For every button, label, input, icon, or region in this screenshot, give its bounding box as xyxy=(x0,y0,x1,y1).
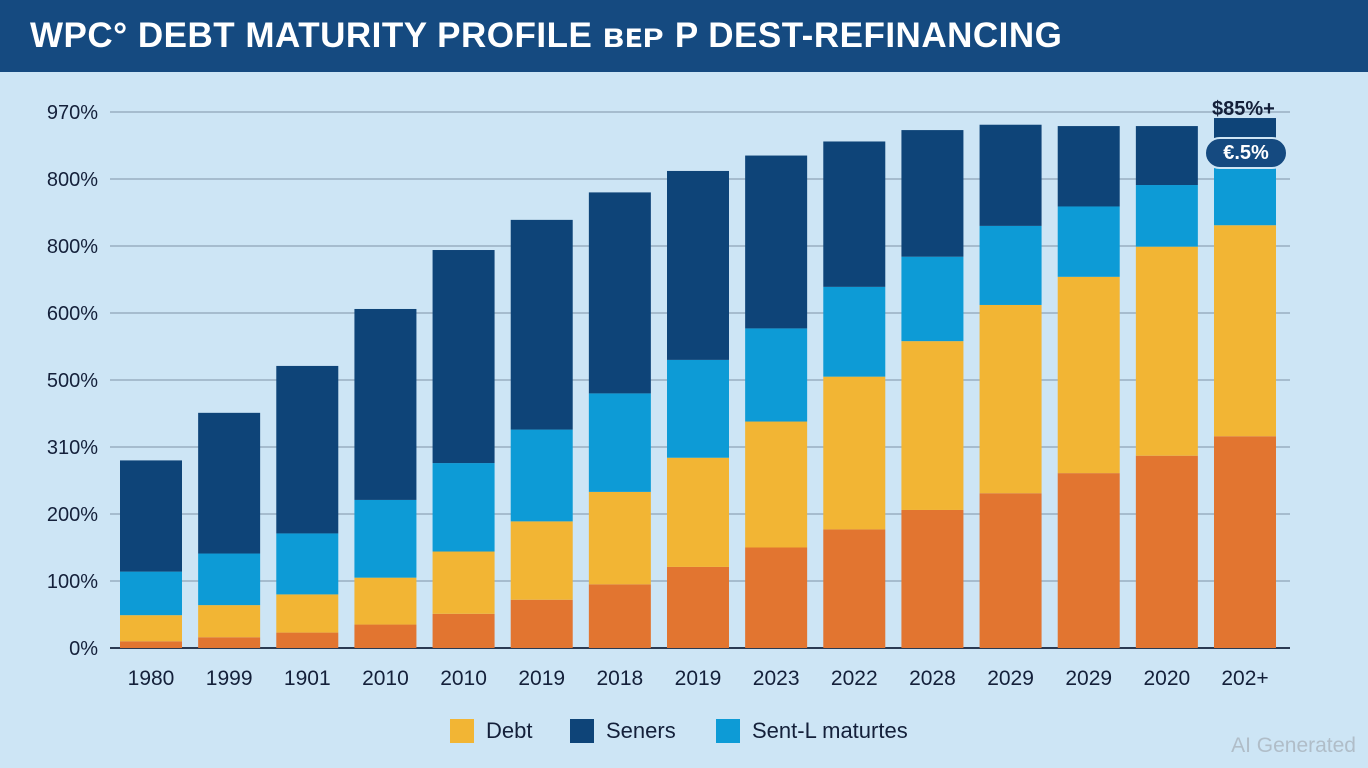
y-tick-label: 310% xyxy=(47,437,98,459)
bar-segment-sent-l-maturtes xyxy=(120,571,182,616)
bar-segment-orange xyxy=(1057,473,1120,648)
bar-segment-seners xyxy=(667,170,729,360)
y-tick-label: 800% xyxy=(47,169,98,191)
x-tick-label: 2020 xyxy=(1143,667,1190,690)
bar-segment-seners xyxy=(120,460,182,572)
bar-segment-debt xyxy=(1135,246,1198,456)
y-tick-label: 970% xyxy=(47,102,98,124)
x-tick-label: 2029 xyxy=(987,667,1034,690)
bar-segment-debt xyxy=(354,577,417,625)
legend-swatch-seners xyxy=(570,719,594,743)
legend-label-sent-maturtes: Sent-L maturtes xyxy=(752,718,908,743)
x-tick-label: 2018 xyxy=(596,667,643,690)
bar-segment-orange xyxy=(1135,455,1198,648)
bar-segment-sent-l-maturtes xyxy=(1135,185,1198,247)
bar-segment-sent-l-maturtes xyxy=(1057,206,1120,277)
x-tick-label: 1999 xyxy=(206,667,253,690)
y-tick-label: 100% xyxy=(47,571,98,593)
bar-segment-sent-l-maturtes xyxy=(432,463,495,552)
bar-segment-seners xyxy=(901,130,964,257)
bar-segment-debt xyxy=(745,421,808,548)
bar-segment-sent-l-maturtes xyxy=(198,553,261,606)
bar-segment-debt xyxy=(1214,225,1276,437)
bar-segment-debt xyxy=(510,521,573,600)
bar-segment-sent-l-maturtes xyxy=(276,533,339,595)
x-tick-label: 1901 xyxy=(284,667,331,690)
bar-segment-debt xyxy=(901,341,964,510)
bar-segment-orange xyxy=(510,599,573,648)
bar-segment-orange xyxy=(120,641,182,648)
x-tick-label: 2023 xyxy=(753,667,800,690)
legend-label-seners: Seners xyxy=(606,718,676,743)
x-tick-label: 1980 xyxy=(128,667,175,690)
bar-segment-sent-l-maturtes xyxy=(667,359,729,458)
bar-segment-orange xyxy=(588,584,651,648)
legend-label-debt: Debt xyxy=(486,718,533,743)
bar-segment-orange xyxy=(276,632,339,648)
y-tick-label: 500% xyxy=(47,370,98,392)
bar-segment-seners xyxy=(432,250,495,464)
x-tick-label: 2010 xyxy=(362,667,409,690)
bar-segment-seners xyxy=(979,124,1042,226)
bar-segment-debt xyxy=(823,376,886,530)
x-tick-label: 2010 xyxy=(440,667,487,690)
bar-segment-seners xyxy=(354,308,417,500)
ai-generated-watermark: AI Generated xyxy=(1231,734,1356,757)
annotation-top-label: $85%+ xyxy=(1212,98,1275,120)
x-tick-label: 2019 xyxy=(518,667,565,690)
bar-segment-sent-l-maturtes xyxy=(745,328,808,422)
legend: Debt Seners Sent-L maturtes xyxy=(0,718,1368,748)
bar-segment-sent-l-maturtes xyxy=(979,225,1042,305)
y-tick-label: 200% xyxy=(47,504,98,526)
bar-segment-seners xyxy=(510,219,573,430)
bar-segment-orange xyxy=(432,613,495,648)
annotation-pill: €.5% xyxy=(1204,137,1288,169)
title-bar: WPC° DEBT MATURITY PROFILE ʙᴇᴘ P DEST-RE… xyxy=(0,0,1368,72)
legend-item-seners: Seners xyxy=(570,718,676,744)
bar-segment-seners xyxy=(276,365,339,534)
bar-segment-debt xyxy=(1057,276,1120,474)
bar-segment-seners xyxy=(588,192,651,394)
bar-segment-seners xyxy=(823,141,886,287)
y-tick-label: 0% xyxy=(69,638,98,660)
bar-segment-sent-l-maturtes xyxy=(823,286,886,377)
bar-segment-orange xyxy=(901,509,964,648)
bar-segment-orange xyxy=(354,624,417,648)
bar-segment-orange xyxy=(667,566,729,648)
bar-segment-debt xyxy=(979,304,1042,494)
bar-segment-orange xyxy=(745,547,808,648)
bar-segment-seners xyxy=(198,412,261,554)
bar-segment-sent-l-maturtes xyxy=(1214,162,1276,226)
bar-segment-sent-l-maturtes xyxy=(901,256,964,342)
legend-swatch-sent-maturtes xyxy=(716,719,740,743)
y-tick-label: 800% xyxy=(47,236,98,258)
bar-segment-seners xyxy=(1135,126,1198,186)
bar-segment-seners xyxy=(745,155,808,329)
x-tick-label: 2028 xyxy=(909,667,956,690)
bar-segment-seners xyxy=(1057,126,1120,207)
bar-segment-debt xyxy=(432,551,495,614)
chart-title: WPC° DEBT MATURITY PROFILE ʙᴇᴘ P DEST-RE… xyxy=(30,16,1063,55)
y-tick-label: 600% xyxy=(47,303,98,325)
bar-segment-orange xyxy=(1214,436,1276,648)
bar-segment-orange xyxy=(823,529,886,648)
x-tick-label: 2029 xyxy=(1065,667,1112,690)
x-tick-label: 202+ xyxy=(1221,667,1268,690)
x-tick-label: 2022 xyxy=(831,667,878,690)
bar-segment-debt xyxy=(198,605,261,638)
x-tick-label: 2019 xyxy=(675,667,722,690)
legend-swatch-debt xyxy=(450,719,474,743)
bar-segment-debt xyxy=(276,594,339,633)
bar-segment-sent-l-maturtes xyxy=(588,393,651,492)
legend-item-debt: Debt xyxy=(450,718,532,744)
bar-segment-debt xyxy=(588,491,651,585)
legend-item-sent-maturtes: Sent-L maturtes xyxy=(716,718,908,744)
bar-segment-orange xyxy=(198,637,261,648)
bar-segment-sent-l-maturtes xyxy=(354,499,417,578)
bar-segment-sent-l-maturtes xyxy=(510,429,573,522)
bar-segment-debt xyxy=(120,615,182,642)
bar-segment-debt xyxy=(667,457,729,567)
bar-segment-orange xyxy=(979,493,1042,648)
